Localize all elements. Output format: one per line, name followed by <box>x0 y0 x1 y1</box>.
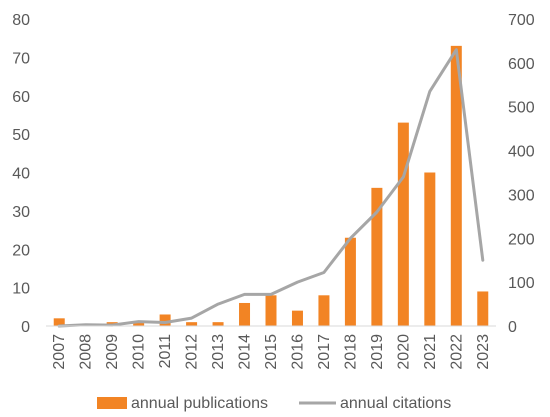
x-tick-2010: 2010 <box>131 334 148 370</box>
right-tick-200: 200 <box>508 231 535 248</box>
bar-2010 <box>133 322 145 326</box>
bar-2016 <box>291 310 303 326</box>
bar-2011 <box>159 314 171 326</box>
bar-2014 <box>239 302 251 326</box>
bar-2017 <box>318 295 330 326</box>
bar-2022 <box>450 45 462 327</box>
left-tick-50: 50 <box>12 127 30 144</box>
x-tick-2018: 2018 <box>342 334 359 370</box>
x-tick-2023: 2023 <box>475 334 492 370</box>
bar-2012 <box>186 322 198 326</box>
x-tick-2009: 2009 <box>104 334 121 370</box>
x-tick-2020: 2020 <box>395 334 412 370</box>
left-tick-80: 80 <box>12 12 30 29</box>
bar-2007 <box>53 318 65 326</box>
bar-2020 <box>397 122 409 326</box>
x-tick-2019: 2019 <box>369 334 386 370</box>
x-tick-2017: 2017 <box>316 334 333 370</box>
x-tick-2016: 2016 <box>289 334 306 370</box>
x-tick-2012: 2012 <box>184 334 201 370</box>
left-axis-tick-labels: 0 10 20 30 40 50 60 70 80 <box>12 12 30 336</box>
legend-citations-label: annual citations <box>340 395 451 412</box>
right-tick-600: 600 <box>508 56 535 73</box>
legend-publications-label: annual publications <box>131 395 268 412</box>
citation-line-layer <box>57 48 485 328</box>
right-tick-700: 700 <box>508 12 535 29</box>
x-tick-2014: 2014 <box>237 334 254 370</box>
right-tick-400: 400 <box>508 144 535 161</box>
left-tick-0: 0 <box>21 319 30 336</box>
left-tick-30: 30 <box>12 204 30 221</box>
bar-2018 <box>344 237 356 326</box>
bar-2019 <box>371 187 383 326</box>
x-tick-2013: 2013 <box>210 334 227 370</box>
right-tick-100: 100 <box>508 275 535 292</box>
publication-bars <box>53 45 489 327</box>
x-tick-2021: 2021 <box>422 334 439 370</box>
x-tick-2015: 2015 <box>263 334 280 370</box>
citations-line <box>57 48 485 328</box>
bar-2023 <box>477 291 489 326</box>
bar-2021 <box>424 172 436 326</box>
x-tick-2007: 2007 <box>51 334 68 370</box>
right-tick-0: 0 <box>508 319 517 336</box>
right-tick-300: 300 <box>508 187 535 204</box>
right-axis-tick-labels: 0 100 200 300 400 500 600 700 <box>508 12 535 336</box>
legend-publications-swatch <box>97 397 127 409</box>
right-tick-500: 500 <box>508 100 535 117</box>
left-tick-60: 60 <box>12 89 30 106</box>
x-tick-2011: 2011 <box>157 334 174 369</box>
left-tick-10: 10 <box>12 281 30 298</box>
x-tick-2008: 2008 <box>78 334 95 370</box>
legend: annual publications annual citations <box>97 395 451 412</box>
x-tick-2022: 2022 <box>448 334 465 370</box>
left-tick-40: 40 <box>12 166 30 183</box>
bar-2015 <box>265 295 277 326</box>
left-tick-70: 70 <box>12 50 30 67</box>
left-tick-20: 20 <box>12 242 30 259</box>
bar-2013 <box>212 322 224 326</box>
x-axis-tick-labels: 2007 2008 2009 2010 2011 2012 2013 2014 2015 2016… <box>51 334 492 370</box>
